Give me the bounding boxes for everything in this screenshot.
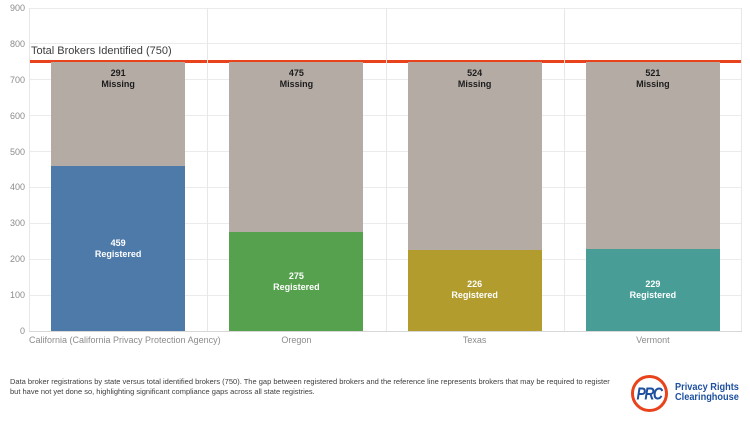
logo-wordmark-line: Clearinghouse	[674, 392, 739, 403]
y-tick-label: 400	[9, 182, 25, 193]
bar-registered-segment	[229, 232, 364, 331]
y-tick-label: 700	[9, 74, 25, 85]
bar-registered-segment	[585, 248, 720, 331]
x-axis-label: Vermont	[636, 335, 670, 345]
caption: Data broker registrations by state versu…	[10, 377, 625, 397]
bar-missing-segment	[229, 61, 364, 233]
bar-registered-segment	[51, 166, 186, 331]
caption-line: Data broker registrations by state versu…	[10, 377, 610, 386]
bar-registered-segment	[407, 249, 542, 331]
pane-border	[385, 8, 387, 331]
caption-line: but have not yet done so, highlighting s…	[10, 387, 315, 396]
reference-line-label: Total Brokers Identified (750)	[31, 44, 172, 57]
y-tick-label: 300	[9, 218, 25, 229]
x-axis-label: California (California Privacy Protectio…	[29, 335, 221, 345]
y-tick-label: 800	[9, 38, 25, 49]
prc-logo: PRC Privacy Rights Clearinghouse	[630, 372, 744, 414]
y-tick-label: 200	[9, 254, 25, 265]
plot-area: Total Brokers Identified (750) 459 Regist…	[29, 7, 742, 332]
pane-border	[563, 8, 565, 331]
logo-wordmark-line: Privacy Rights	[674, 382, 739, 393]
y-axis: 0 100 200 300 400 500 600 700 800 900	[0, 0, 25, 340]
y-tick-label: 900	[9, 3, 25, 13]
prc-monogram-icon: PRC	[630, 374, 668, 412]
x-axis-label: Oregon	[281, 335, 312, 345]
x-axis: California (California Privacy Protectio…	[29, 335, 742, 351]
prc-monogram-text: PRC	[636, 383, 663, 403]
bar-missing-segment	[51, 61, 186, 167]
pane-border	[741, 8, 742, 331]
x-axis-label: Texas	[462, 335, 487, 345]
bar-missing-segment	[585, 61, 720, 249]
pane-border	[29, 8, 30, 331]
logo-wordmark: Privacy Rights Clearinghouse	[675, 383, 739, 403]
y-tick-label: 100	[9, 290, 25, 301]
y-tick-label: 0	[19, 326, 25, 336]
pane-border	[207, 8, 209, 331]
y-tick-label: 600	[9, 110, 25, 121]
bar-missing-segment	[407, 61, 542, 250]
y-tick-label: 500	[9, 146, 25, 157]
